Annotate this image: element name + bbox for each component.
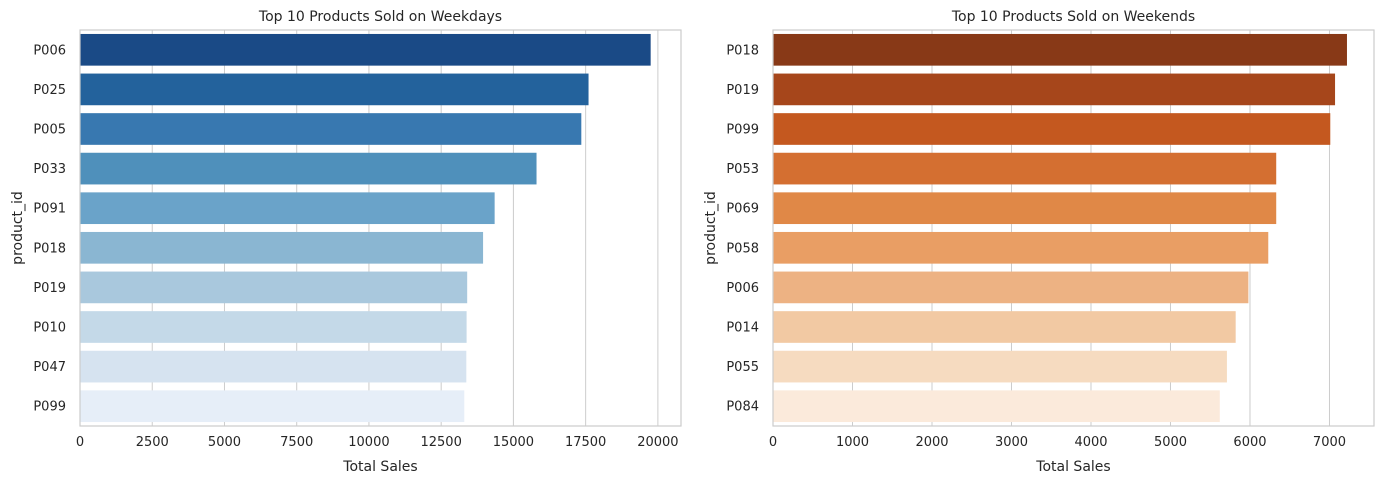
- y-tick-label: P084: [726, 400, 759, 415]
- x-axis-label: Total Sales: [1035, 459, 1110, 475]
- y-tick-label: P019: [726, 83, 759, 98]
- x-tick-label: 12500: [420, 435, 461, 450]
- bar-p055: [773, 350, 1227, 383]
- y-tick-label: P058: [726, 241, 759, 256]
- x-tick-label: 6000: [1233, 435, 1266, 450]
- bar-p099: [80, 390, 465, 423]
- x-tick-label: 2500: [136, 435, 169, 450]
- y-tick-label: P005: [33, 123, 66, 138]
- bar-p069: [773, 192, 1277, 225]
- y-tick-label: P019: [33, 281, 66, 296]
- y-axis-label: product_id: [703, 191, 719, 265]
- y-tick-label: P033: [33, 162, 66, 177]
- y-tick-label: P091: [33, 202, 66, 217]
- y-tick-label: P006: [726, 281, 759, 296]
- bar-p099: [773, 113, 1331, 145]
- bar-p006: [80, 33, 651, 66]
- x-tick-label: 17500: [565, 435, 606, 450]
- chart-2: P018 P019 P099 P053 P069 P058 P006 P014 P055 P084…: [703, 9, 1375, 475]
- bar-p047: [80, 350, 467, 383]
- x-tick-label: 0: [769, 435, 777, 450]
- bar-p019: [773, 73, 1336, 106]
- x-tick-label: 1000: [836, 435, 869, 450]
- x-tick-label: 3000: [995, 435, 1028, 450]
- plot-frame: [772, 29, 1375, 427]
- chart-title: Top 10 Products Sold on Weekdays: [258, 9, 502, 25]
- bar-p053: [773, 152, 1277, 185]
- chart-title: Top 10 Products Sold on Weekends: [951, 9, 1195, 25]
- x-tick-label: 5000: [208, 435, 241, 450]
- x-axis-label: Total Sales: [342, 459, 417, 475]
- y-tick-label: P025: [33, 83, 66, 98]
- y-tick-label: P099: [33, 400, 66, 415]
- bar-p018: [80, 231, 484, 264]
- y-tick-label: P069: [726, 202, 759, 217]
- bar-p005: [80, 113, 582, 145]
- x-tick-label: 0: [76, 435, 84, 450]
- x-tick-label: 7500: [280, 435, 313, 450]
- x-tick-label: 2000: [915, 435, 948, 450]
- x-tick-label: 7000: [1313, 435, 1346, 450]
- x-tick-label: 20000: [637, 435, 678, 450]
- y-axis-label: product_id: [10, 191, 26, 265]
- x-tick-label: 4000: [1074, 435, 1107, 450]
- y-tick-label: P018: [33, 241, 66, 256]
- y-tick-label: P018: [726, 43, 759, 58]
- plot-frame: [79, 29, 682, 427]
- y-tick-label: P099: [726, 123, 759, 138]
- x-tick-label: 15000: [493, 435, 534, 450]
- x-tick-label: 10000: [348, 435, 389, 450]
- chart-1: P006 P025 P005 P033 P091 P018 P019 P010 P047 P099…: [10, 9, 682, 475]
- bar-p091: [80, 192, 495, 225]
- bar-p018: [773, 33, 1347, 66]
- x-tick-label: 5000: [1154, 435, 1187, 450]
- y-tick-label: P047: [33, 360, 66, 375]
- bar-p084: [773, 390, 1220, 423]
- bar-p006: [773, 271, 1249, 304]
- y-tick-label: P010: [33, 321, 66, 336]
- y-tick-label: P053: [726, 162, 759, 177]
- bar-p058: [773, 231, 1269, 264]
- bar-p025: [80, 73, 589, 106]
- y-tick-label: P055: [726, 360, 759, 375]
- y-tick-label: P006: [33, 43, 66, 58]
- y-tick-label: P014: [726, 321, 759, 336]
- bar-p014: [773, 311, 1236, 343]
- bar-p010: [80, 311, 467, 343]
- bar-p033: [80, 152, 537, 185]
- bar-p019: [80, 271, 468, 304]
